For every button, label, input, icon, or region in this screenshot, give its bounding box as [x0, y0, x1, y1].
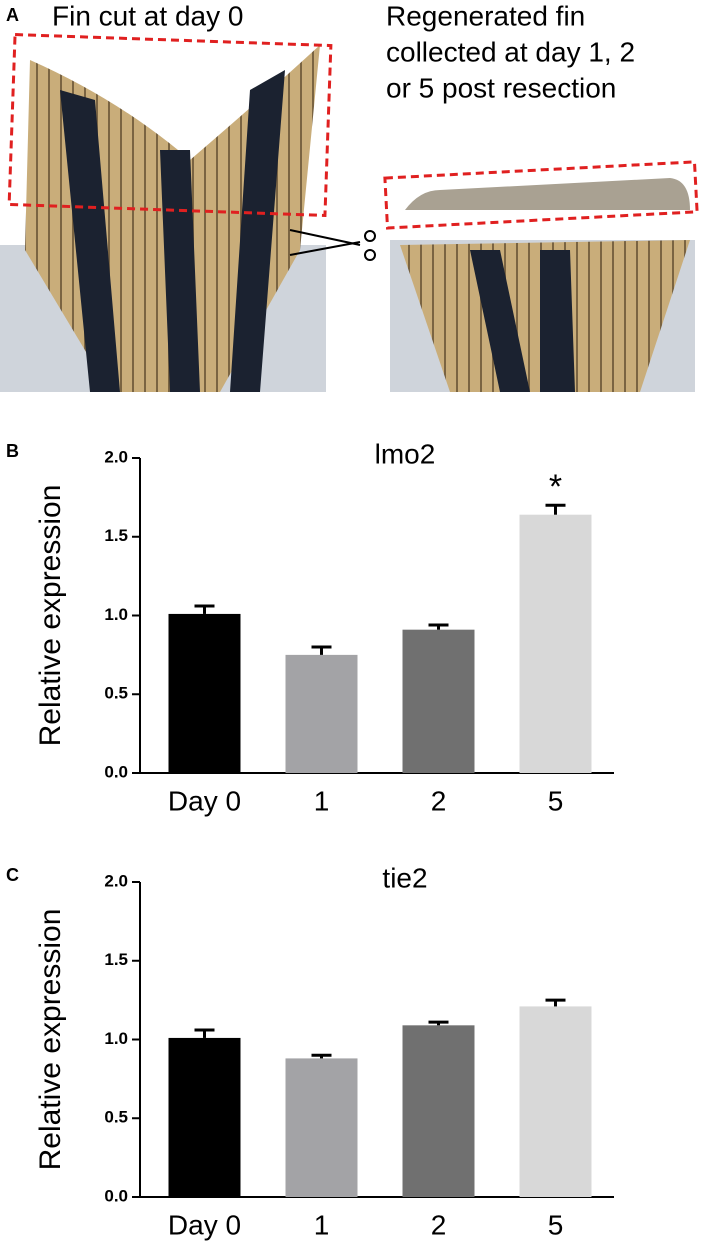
caption: Regenerated fin	[386, 0, 585, 31]
chart-title: tie2	[382, 862, 427, 893]
bar	[168, 1037, 241, 1197]
chart-title: lmo2	[375, 438, 436, 469]
bar	[285, 654, 358, 773]
y-tick-label: 1.5	[104, 950, 128, 969]
bar	[168, 613, 241, 773]
scissors	[289, 229, 376, 261]
y-tick-label: 0.0	[104, 762, 128, 781]
y-tick-label: 1.0	[104, 1029, 128, 1048]
bar	[519, 1006, 592, 1197]
annotation: *	[549, 468, 562, 506]
x-tick-label: 1	[314, 785, 330, 816]
y-tick-label: 2.0	[104, 447, 128, 466]
x-tick-label: 5	[548, 785, 564, 816]
cut-box	[7, 32, 333, 218]
x-tick-label: Day 0	[168, 1209, 241, 1240]
x-tick-label: 1	[314, 1209, 330, 1240]
bar	[519, 514, 592, 773]
bar	[285, 1058, 358, 1197]
caption: collected at day 1, 2	[386, 36, 635, 67]
x-tick-label: 5	[548, 1209, 564, 1240]
x-tick-label: 2	[431, 1209, 447, 1240]
y-tick-label: 1.5	[104, 526, 128, 545]
caption: Fin cut at day 0	[52, 0, 243, 31]
y-tick-label: 0.5	[104, 684, 128, 703]
x-tick-label: Day 0	[168, 785, 241, 816]
panel-label: A	[6, 5, 19, 25]
photo-left	[0, 45, 326, 392]
y-tick-label: 0.0	[104, 1186, 128, 1205]
caption: or 5 post resection	[386, 72, 616, 103]
y-tick-label: 1.0	[104, 605, 128, 624]
y-axis-label: Relative expression	[34, 909, 67, 1171]
panel-label: B	[6, 441, 19, 461]
photo-right	[390, 178, 695, 392]
x-tick-label: 2	[431, 785, 447, 816]
panel-label: C	[6, 865, 19, 885]
y-tick-label: 2.0	[104, 871, 128, 890]
bar	[402, 629, 475, 773]
regen-box	[383, 160, 699, 230]
bar	[402, 1025, 475, 1197]
y-axis-label: Relative expression	[34, 485, 67, 747]
y-tick-label: 0.5	[104, 1108, 128, 1127]
